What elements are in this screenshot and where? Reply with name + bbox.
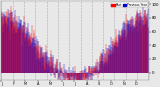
Legend: Past, Previous Year: Past, Previous Year xyxy=(111,2,148,7)
